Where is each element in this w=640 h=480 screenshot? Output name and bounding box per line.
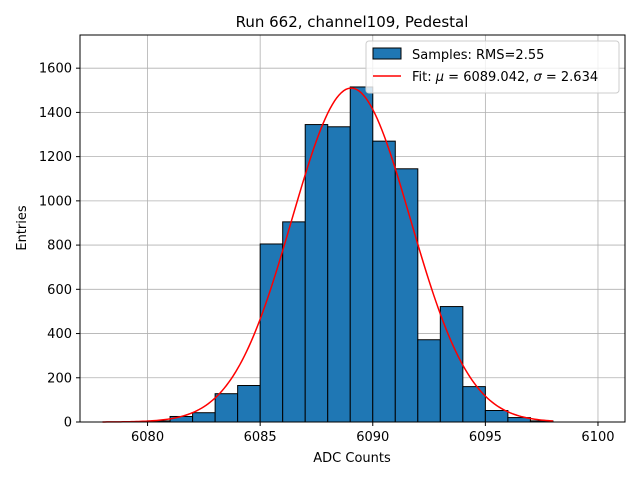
legend-histogram-swatch bbox=[372, 47, 402, 60]
legend-fit-prefix: Fit: bbox=[412, 70, 436, 85]
legend-box bbox=[365, 40, 620, 94]
legend-fit-mu-symbol: μ bbox=[435, 70, 444, 85]
y-tick-label: 0 bbox=[64, 416, 72, 431]
legend-histogram-label: Samples: RMS=2.55 bbox=[412, 48, 544, 63]
histogram-bars bbox=[147, 86, 554, 423]
histogram-bar bbox=[349, 86, 374, 423]
plot-frame bbox=[79, 34, 626, 423]
x-tick-label: 6090 bbox=[356, 430, 389, 445]
histogram-bar bbox=[327, 126, 351, 423]
y-tick-label: 1000 bbox=[39, 194, 72, 209]
fit-curve bbox=[102, 87, 553, 423]
chart-title: Run 662, channel109, Pedestal bbox=[236, 13, 469, 31]
histogram-bar bbox=[259, 243, 284, 423]
y-axis-ticks: 0 200 400 600 800 1000 1200 1400 1600 bbox=[39, 62, 80, 431]
y-tick-label: 1400 bbox=[39, 106, 72, 121]
histogram-bar bbox=[417, 339, 441, 423]
x-tick-label: 6080 bbox=[131, 430, 164, 445]
y-tick-label: 400 bbox=[47, 327, 72, 342]
y-tick-label: 600 bbox=[47, 283, 72, 298]
histogram-bar bbox=[169, 415, 194, 423]
x-axis-label: ADC Counts bbox=[313, 451, 391, 466]
x-axis-ticks: 6080 6085 6090 6095 6100 bbox=[131, 422, 615, 445]
y-tick-label: 800 bbox=[47, 239, 72, 254]
x-tick-label: 6100 bbox=[581, 430, 614, 445]
histogram-bar bbox=[304, 124, 329, 423]
histogram-bar bbox=[372, 140, 396, 423]
x-tick-label: 6085 bbox=[244, 430, 277, 445]
y-axis-label: Entries bbox=[15, 205, 30, 251]
legend-fit-sigma-value: = 2.634 bbox=[542, 70, 598, 85]
y-tick-label: 1200 bbox=[39, 150, 72, 165]
legend-fit-mu-value: = 6089.042, bbox=[444, 70, 533, 85]
histogram-bar bbox=[192, 412, 216, 423]
histogram-bar bbox=[282, 221, 306, 423]
legend-fit-label: Fit: μ = 6089.042, σ = 2.634 bbox=[412, 70, 598, 85]
y-tick-label: 1600 bbox=[39, 62, 72, 77]
histogram-bar bbox=[237, 385, 261, 423]
x-tick-label: 6095 bbox=[469, 430, 502, 445]
y-tick-label: 200 bbox=[47, 371, 72, 386]
histogram-bar bbox=[484, 410, 509, 423]
legend-fit-sigma-symbol: σ bbox=[534, 70, 543, 85]
legend: Samples: RMS=2.55 Fit: μ = 6089.042, σ =… bbox=[365, 40, 620, 94]
histogram-bar bbox=[214, 393, 239, 423]
